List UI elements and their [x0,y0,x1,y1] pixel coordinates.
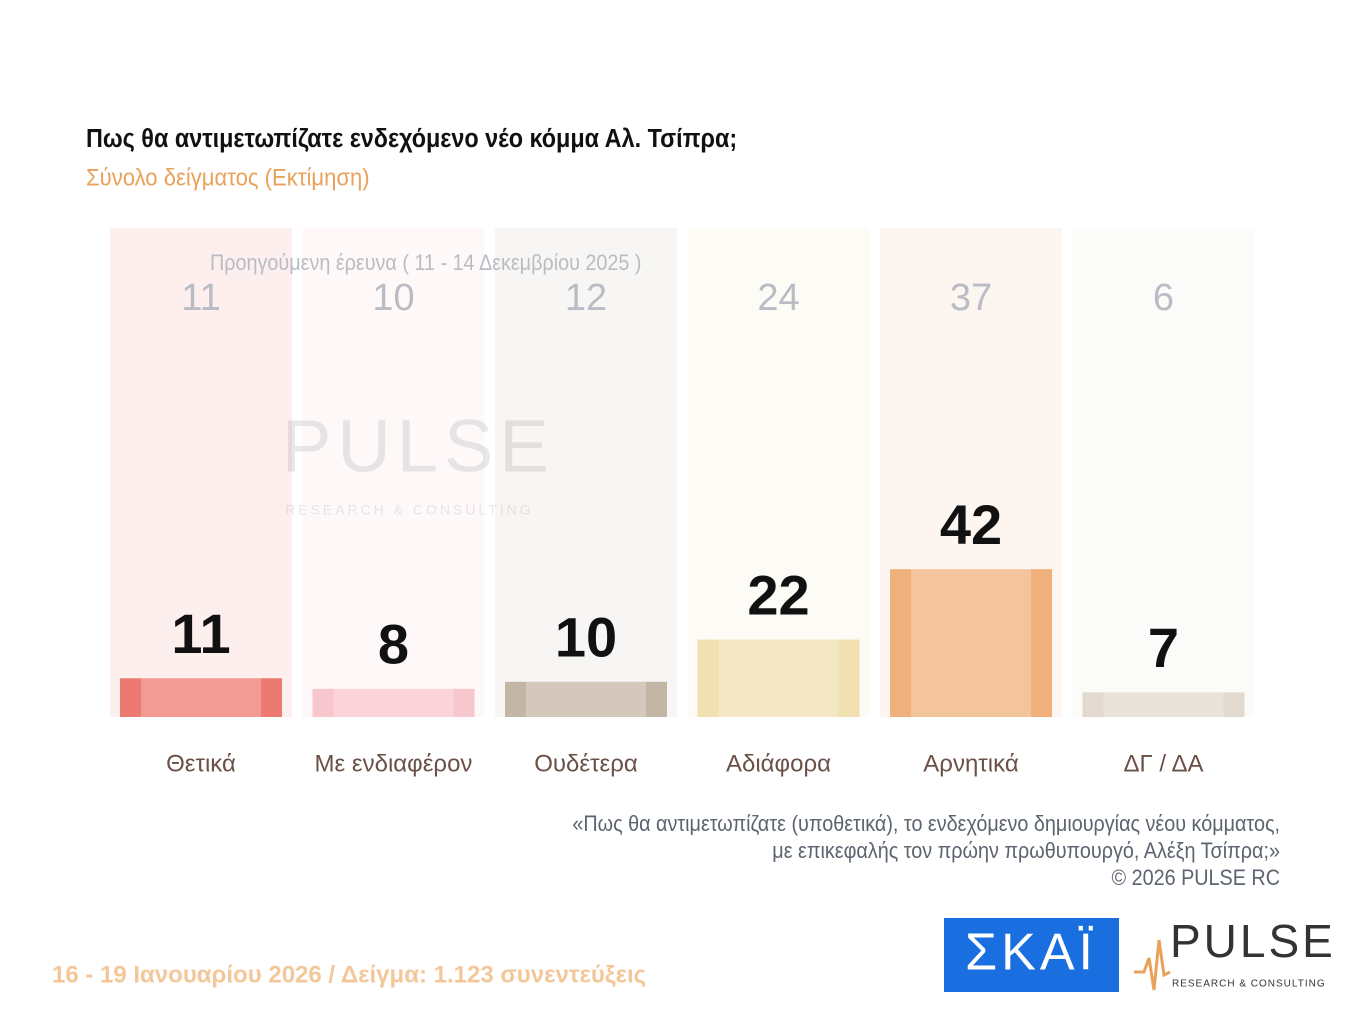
column-background [495,228,677,717]
previous-label: Προηγούμενη έρευνα ( 11 - 14 Δεκεμβρίου … [210,251,642,275]
bar [1082,692,1245,717]
category-label: Με ενδιαφέρον [315,750,473,777]
footer: 16 - 19 Ιανουαρίου 2026 / Δείγμα: 1.123 … [52,961,646,988]
category-label: Ουδέτερα [534,750,638,777]
category-label: Αδιάφορα [726,750,831,777]
value-label: 8 [378,613,409,676]
bar [890,569,1052,717]
skai-logo-bg [944,918,1119,992]
previous-value: 6 [1153,277,1174,319]
column-background [302,228,485,717]
previous-value: 11 [181,277,220,319]
previous-value: 10 [372,277,414,319]
column-background [110,228,292,717]
bar [120,678,282,717]
previous-value: 12 [565,277,607,319]
bar-shine [526,681,646,717]
pulse-tagline: RESEARCH & CONSULTING [1172,979,1326,990]
pulse-logo-wave [1134,939,1171,991]
note-line: με επικεφαλής τον πρώην πρωθυπουργό, Αλέ… [772,839,1280,863]
value-label: 22 [747,563,809,626]
watermark-logo: PULSE [282,405,555,488]
bar-shine [718,639,839,717]
bar-shine [911,569,1031,717]
value-label: 7 [1148,616,1179,679]
chart-title: Πως θα αντιμετωπίζατε ενδεχόμενο νέο κόμ… [86,125,737,153]
category-label: Αρνητικά [923,750,1019,777]
column-background [1072,228,1255,717]
bar-shine [141,678,261,717]
watermark-tagline: RESEARCH & CONSULTING [285,502,534,518]
category-label: ΔΓ / ΔΑ [1124,750,1204,777]
copyright: © 2026 PULSE RC [1112,866,1280,890]
value-label: 10 [555,606,617,669]
chart-subtitle: Σύνολο δείγματος (Εκτίμηση) [86,163,370,190]
bar-shine [1103,692,1224,717]
bar [697,639,860,717]
pulse-logo: PULSE [1170,915,1336,967]
skai-logo: ΣΚΑΪ [965,924,1097,982]
previous-value: 24 [757,277,799,319]
bar-shine [333,688,454,717]
bar [505,681,667,717]
value-label: 42 [940,493,1002,556]
value-label: 11 [171,602,230,665]
category-label: Θετικά [166,750,236,777]
previous-value: 37 [950,277,992,319]
column-background [687,228,870,717]
watermark: PULSE RESEARCH & CONSULTING [282,405,555,518]
note-line: «Πως θα αντιμετωπίζατε (υποθετικά), το ε… [572,812,1280,836]
bar [312,688,475,717]
